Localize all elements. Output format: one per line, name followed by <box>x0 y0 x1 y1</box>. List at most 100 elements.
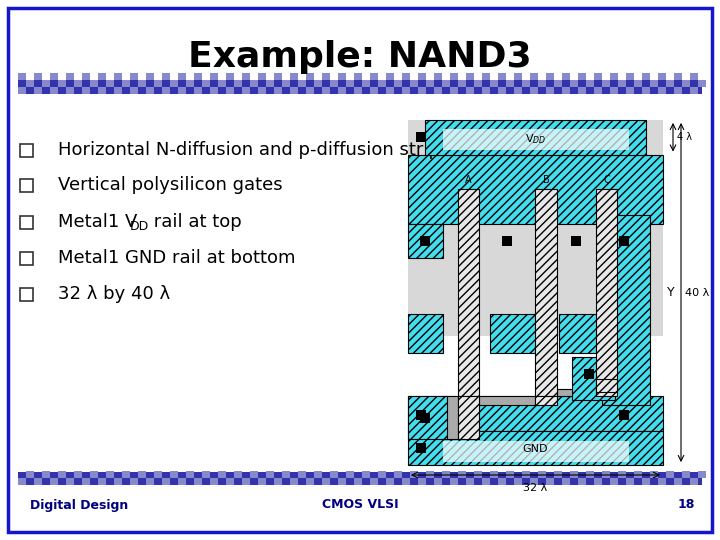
Bar <box>594 73 602 80</box>
Bar <box>306 478 314 485</box>
Bar <box>354 87 362 94</box>
Text: 40 λ: 40 λ <box>685 287 709 298</box>
Bar <box>210 478 218 485</box>
Bar <box>194 87 202 94</box>
Bar <box>34 73 42 80</box>
Text: CMOS VLSI: CMOS VLSI <box>322 498 398 511</box>
Bar <box>642 73 650 80</box>
Bar <box>242 73 250 80</box>
Bar <box>18 80 702 94</box>
Bar <box>26 471 34 478</box>
Bar <box>506 80 514 87</box>
Bar <box>490 471 498 478</box>
Bar <box>442 80 450 87</box>
Bar <box>50 87 58 94</box>
Bar <box>610 478 618 485</box>
Bar <box>502 236 512 246</box>
Bar <box>338 87 346 94</box>
Bar <box>650 471 658 478</box>
Bar <box>559 314 602 353</box>
Bar <box>458 189 479 396</box>
Text: 32 λ by 40 λ: 32 λ by 40 λ <box>58 285 170 303</box>
Text: 32 λ: 32 λ <box>523 483 548 493</box>
Bar <box>506 471 514 478</box>
Bar <box>290 73 298 80</box>
Bar <box>626 73 634 80</box>
Bar <box>82 73 90 80</box>
Bar <box>290 87 298 94</box>
Bar <box>98 478 106 485</box>
Bar <box>474 471 482 478</box>
Bar <box>562 87 570 94</box>
Text: 4 λ: 4 λ <box>677 132 692 142</box>
Bar <box>578 478 586 485</box>
Bar <box>202 471 210 478</box>
Bar <box>578 73 586 80</box>
Bar <box>530 478 538 485</box>
Bar <box>420 236 431 246</box>
Bar <box>306 87 314 94</box>
Bar <box>394 471 402 478</box>
Bar <box>514 478 522 485</box>
Bar <box>218 80 226 87</box>
Bar <box>490 314 537 353</box>
Bar <box>410 80 418 87</box>
Bar <box>535 189 557 396</box>
Bar <box>346 471 354 478</box>
Bar <box>58 80 66 87</box>
Bar <box>434 478 442 485</box>
Bar <box>82 478 90 485</box>
Bar <box>258 73 266 80</box>
Bar <box>402 73 410 80</box>
Bar <box>90 80 98 87</box>
Bar <box>146 478 154 485</box>
Bar <box>634 471 642 478</box>
Bar <box>410 471 418 478</box>
Bar <box>34 478 42 485</box>
Text: GND: GND <box>523 444 548 455</box>
Bar <box>584 369 594 380</box>
Text: Horizontal N-diffusion and p-diffusion strips: Horizontal N-diffusion and p-diffusion s… <box>58 141 449 159</box>
Bar <box>26 80 34 87</box>
Bar <box>20 288 33 301</box>
Bar <box>122 80 130 87</box>
Bar <box>426 80 434 87</box>
Bar <box>690 87 698 94</box>
Bar <box>498 478 506 485</box>
Bar <box>18 478 26 485</box>
Bar <box>394 80 402 87</box>
Bar <box>498 87 506 94</box>
Bar <box>418 478 426 485</box>
Bar <box>226 478 234 485</box>
Text: Metal1 V: Metal1 V <box>58 213 138 231</box>
Bar <box>250 80 258 87</box>
Bar <box>34 87 42 94</box>
Bar <box>408 430 663 465</box>
Bar <box>306 73 314 80</box>
Bar <box>594 87 602 94</box>
Bar <box>618 80 626 87</box>
Bar <box>66 478 74 485</box>
Bar <box>474 80 482 87</box>
Bar <box>682 471 690 478</box>
Bar <box>58 471 66 478</box>
Bar <box>98 87 106 94</box>
Text: Digital Design: Digital Design <box>30 498 128 511</box>
Bar <box>618 236 629 246</box>
Bar <box>408 224 443 258</box>
Bar <box>146 73 154 80</box>
Bar <box>530 73 538 80</box>
Bar <box>618 410 629 420</box>
Text: V$_{DD}$: V$_{DD}$ <box>525 132 546 146</box>
Bar <box>170 80 178 87</box>
Bar <box>274 87 282 94</box>
Bar <box>18 472 702 485</box>
Bar <box>626 478 634 485</box>
Bar <box>18 73 26 80</box>
Bar <box>386 478 394 485</box>
Bar <box>330 471 338 478</box>
Bar <box>20 216 33 229</box>
Bar <box>642 478 650 485</box>
Bar <box>570 471 578 478</box>
Bar <box>378 80 386 87</box>
